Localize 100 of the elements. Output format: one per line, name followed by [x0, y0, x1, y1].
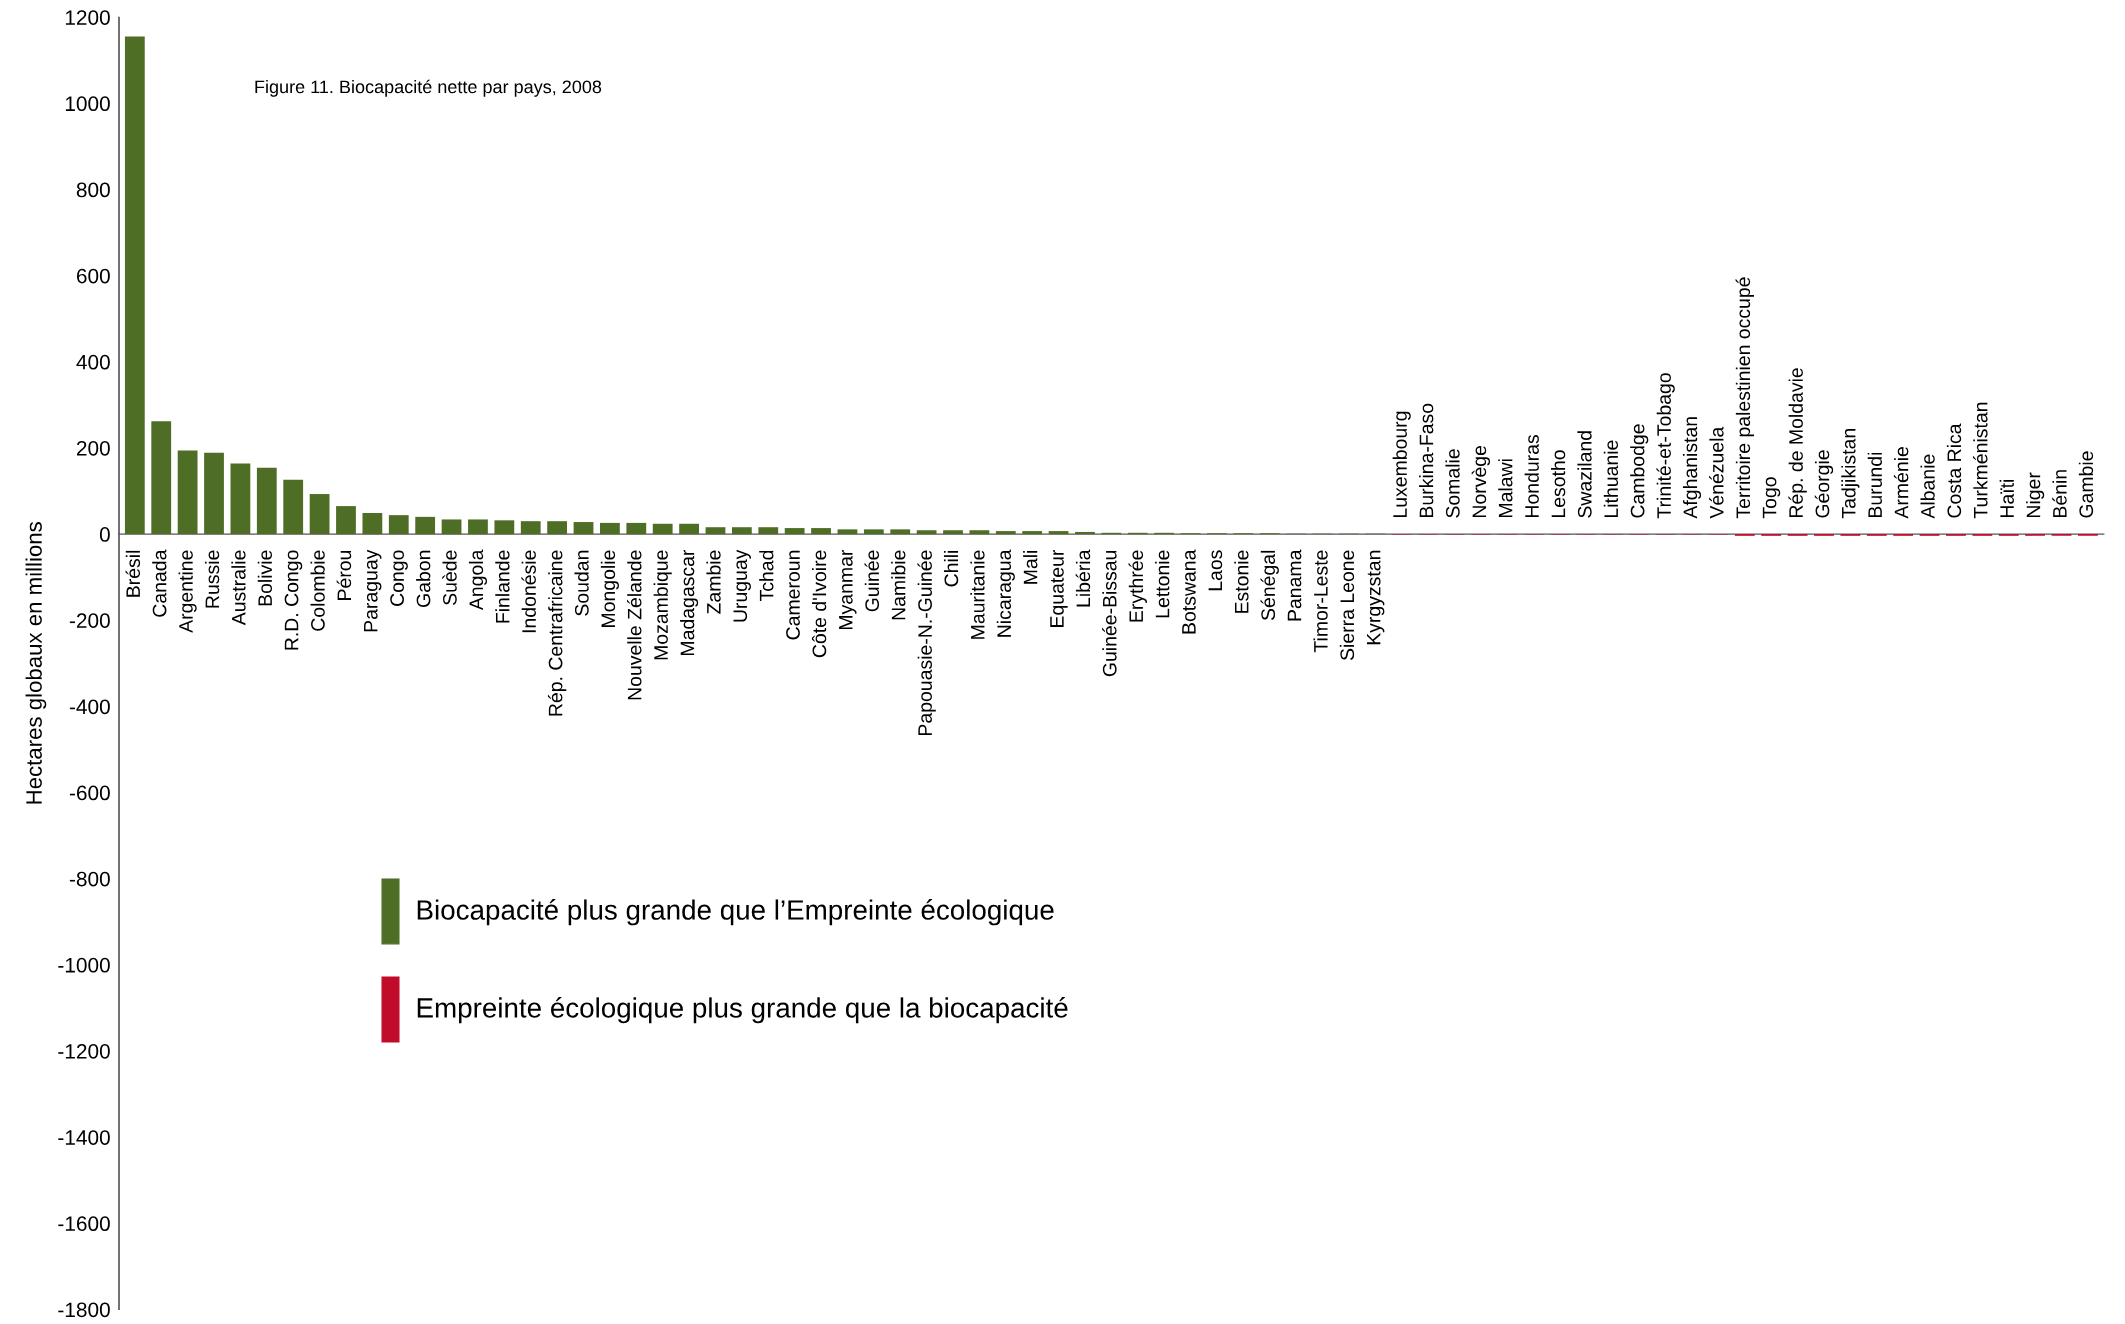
y-tick-label: -1000	[58, 957, 110, 973]
x-tick-label: Tchad	[759, 550, 774, 602]
bar	[230, 463, 251, 535]
y-tick-label: -1800	[58, 1302, 110, 1318]
x-tick-label: Namibie	[891, 550, 906, 620]
x-tick-label: Australie	[231, 550, 246, 626]
x-tick-label: Mauritanie	[970, 550, 985, 639]
x-tick-label: Rép. de Moldavie	[1788, 368, 1807, 517]
bar	[731, 527, 752, 535]
x-tick-label: Panama	[1287, 549, 1302, 621]
x-tick-label: Pérou	[336, 550, 352, 600]
y-tick-label: -1200	[58, 1043, 110, 1059]
x-tick-label: Nicaragua	[996, 549, 1015, 637]
x-tick-label: Mozambique	[653, 550, 672, 660]
x-tick-label: Russie	[204, 550, 220, 608]
bar	[283, 479, 304, 535]
y-tick-label: 600	[76, 268, 110, 284]
x-tick-label: Congo	[390, 550, 408, 606]
x-tick-label: Norvège	[1471, 445, 1491, 517]
y-tick-label: -800	[69, 871, 110, 887]
x-tick-label: Burkina-Faso	[1419, 403, 1434, 517]
x-tick-label: Libéria	[1075, 549, 1091, 607]
x-tick-label: Albanie	[1920, 454, 1935, 519]
x-tick-label: Canada	[152, 549, 167, 617]
x-tick-label: Angola	[468, 549, 488, 611]
x-tick-label: Erythrée	[1128, 550, 1147, 622]
x-tick-label: Afghanistan	[1682, 417, 1702, 519]
text: Figure 11. Biocapacité nette par pays, 2008	[255, 79, 602, 97]
x-tick-label: Swaziland	[1577, 431, 1592, 518]
x-tick-label: Somalie	[1445, 449, 1460, 518]
x-tick-label: Luxembourg	[1392, 411, 1411, 517]
bar	[309, 494, 330, 535]
bar	[863, 529, 884, 535]
bar	[652, 523, 673, 535]
y-tick-label: -1600	[58, 1216, 110, 1232]
x-tick-label: Mali	[1023, 550, 1038, 584]
x-tick-label: Equateur	[1050, 549, 1068, 627]
bar	[679, 523, 699, 535]
x-tick-label: Niger	[2026, 472, 2045, 517]
x-tick-label: Chili	[943, 550, 959, 587]
x-tick-label: Arménie	[1893, 447, 1909, 519]
x-tick-label: Malawi	[1498, 459, 1513, 517]
x-tick-label: Nouvelle Zélande	[627, 550, 642, 700]
bar	[811, 528, 831, 535]
x-tick-label: Lettonie	[1155, 550, 1170, 618]
legend-label: Biocapacité plus grande que l’Empreinte écologique	[417, 899, 1054, 926]
y-tick-label: 0	[99, 527, 110, 542]
y-tick-label: 400	[76, 354, 110, 370]
bar	[890, 529, 911, 535]
x-tick-label: Madagascar	[680, 549, 699, 656]
bar	[784, 528, 805, 535]
x-tick-label: Estonie	[1234, 550, 1249, 613]
bar	[573, 522, 594, 535]
x-tick-label: Burundi	[1867, 452, 1882, 517]
x-tick-label: Bolivie	[257, 550, 273, 606]
x-tick-label: Botswana	[1182, 549, 1196, 634]
x-tick-label: Soudan	[574, 550, 589, 616]
x-tick-label: Uruguay	[733, 549, 751, 622]
x-tick-label: Paraguay	[364, 549, 382, 632]
x-tick-label: Gabon	[416, 550, 431, 608]
x-tick-label: Mongolie	[600, 550, 619, 627]
x-tick-label: Togo	[1762, 477, 1781, 519]
bar	[1048, 531, 1069, 535]
x-tick-label: Costa Rica	[1946, 423, 1962, 518]
bar	[758, 527, 779, 535]
x-tick-label: Tadjikistan	[1841, 429, 1860, 519]
bar	[124, 36, 145, 535]
bar	[969, 530, 990, 535]
x-tick-label: Gambie	[2078, 451, 2094, 518]
x-tick-label: Guinée-Bissau	[1102, 550, 1117, 677]
bar	[837, 529, 858, 535]
bar	[336, 506, 356, 535]
bar	[626, 522, 647, 535]
y-tick-label: -600	[69, 785, 110, 801]
x-tick-label: Côte d'Ivoire	[811, 550, 827, 658]
y-tick-label: 1200	[65, 10, 110, 25]
y-axis-title: Hectares globaux en millions	[25, 522, 47, 804]
x-tick-label: Zambie	[706, 550, 721, 614]
x-tick-label: Honduras	[1524, 434, 1539, 517]
x-tick-label: Colombie	[310, 550, 325, 631]
y-tick-label: -1400	[58, 1130, 110, 1145]
bar	[441, 519, 462, 535]
x-tick-label: Bénin	[2052, 470, 2067, 517]
x-tick-label: Lesotho	[1550, 450, 1566, 517]
y-tick-label: -200	[69, 613, 110, 628]
x-tick-label: Trinité-et-Tobago	[1656, 373, 1675, 519]
bar	[494, 520, 515, 535]
x-tick-label: Finlande	[495, 550, 510, 623]
bar	[705, 527, 726, 535]
bar	[547, 521, 568, 535]
bar	[916, 530, 937, 535]
bar	[177, 450, 198, 535]
x-tick-label: Territoire palestinien occupé	[1735, 277, 1754, 519]
x-tick-label: Géorgie	[1814, 450, 1834, 518]
x-tick-label: Guinée	[864, 550, 880, 612]
x-tick-label: Papouasie-N.-Guinée	[917, 550, 936, 735]
x-tick-label: Vénézuela	[1709, 426, 1724, 519]
bar	[362, 513, 383, 535]
y-tick-label: 800	[76, 182, 110, 198]
bar	[943, 530, 963, 535]
